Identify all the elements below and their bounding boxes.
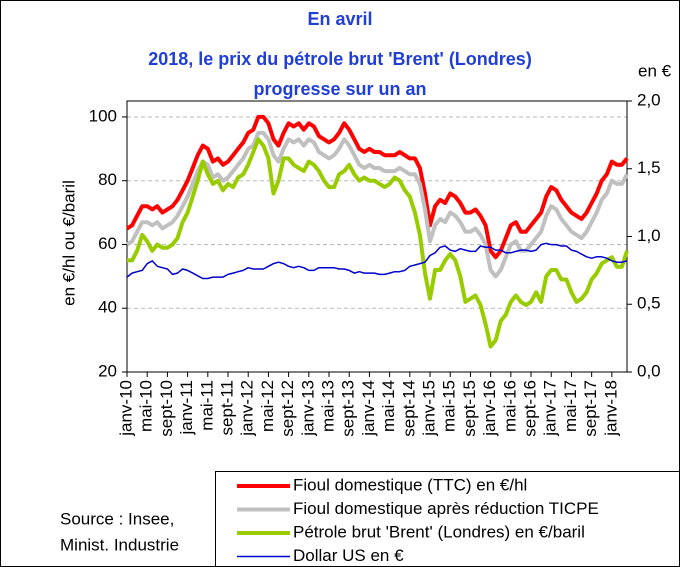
legend-label: Dollar US en € — [293, 546, 404, 565]
x-tick-label: sept-14 — [399, 380, 418, 437]
series-line — [125, 114, 629, 260]
y-tick-label: 20 — [98, 361, 117, 380]
source: Minist. Industrie — [60, 535, 179, 554]
x-tick-label: mai-17 — [561, 380, 580, 432]
y2-tick-label: 2,0 — [637, 90, 661, 109]
x-tick-label: mai-14 — [379, 380, 398, 432]
x-tick-label: mai-12 — [258, 380, 277, 432]
source: Source : Insee, — [60, 509, 174, 528]
y-tick-label: 40 — [98, 298, 117, 317]
x-tick-label: mai-10 — [137, 380, 156, 432]
x-tick-label: janv-17 — [541, 380, 560, 437]
x-tick-label: sept-11 — [217, 380, 236, 435]
legend-label: Fioul domestique après réduction TICPE — [293, 499, 599, 518]
series-line — [125, 130, 629, 279]
x-tick-label: sept-12 — [278, 380, 297, 437]
x-tick-label: sept-13 — [339, 380, 358, 437]
y-axis-label: en €/hl ou €/baril — [59, 180, 78, 306]
legend-label: Pétrole brut 'Brent' (Londres) en €/bari… — [293, 522, 585, 541]
y2-tick-label: 1,5 — [637, 158, 661, 177]
x-tick-label: sept-10 — [157, 380, 176, 437]
legend — [215, 471, 680, 567]
y-tick-label: 80 — [98, 170, 117, 189]
y2-axis-label: en € — [638, 61, 672, 80]
plot-frame — [126, 100, 628, 373]
chart-title: En avril — [307, 9, 372, 29]
series-line — [127, 137, 629, 349]
x-tick-label: janv-14 — [359, 380, 378, 437]
chart-title: 2018, le prix du pétrole brut 'Brent' (L… — [148, 49, 532, 69]
x-tick-label: sept-15 — [460, 380, 479, 437]
legend-label: Fioul domestique (TTC) en €/hl — [293, 475, 527, 494]
y2-tick-label: 0,0 — [637, 361, 661, 380]
y-tick-label: 100 — [89, 106, 117, 125]
y-tick-label: 60 — [98, 234, 117, 253]
x-tick-label: janv-10 — [116, 380, 135, 437]
x-tick-label: mai-13 — [319, 380, 338, 432]
y2-tick-label: 1,0 — [637, 226, 661, 245]
x-tick-label: janv-11 — [177, 380, 196, 436]
x-tick-label: mai-11 — [197, 380, 216, 431]
x-tick-label: sept-17 — [581, 380, 600, 437]
x-tick-label: mai-16 — [500, 380, 519, 432]
x-tick-label: janv-12 — [238, 380, 257, 437]
x-tick-label: janv-15 — [420, 380, 439, 437]
x-tick-label: janv-18 — [601, 380, 620, 437]
x-tick-label: sept-16 — [521, 380, 540, 437]
x-tick-label: janv-16 — [480, 380, 499, 437]
x-tick-label: mai-15 — [440, 380, 459, 432]
chart-title: progresse sur un an — [253, 79, 426, 99]
x-tick-label: janv-13 — [298, 380, 317, 437]
series-line — [126, 242, 628, 280]
y2-tick-label: 0,5 — [637, 294, 661, 313]
